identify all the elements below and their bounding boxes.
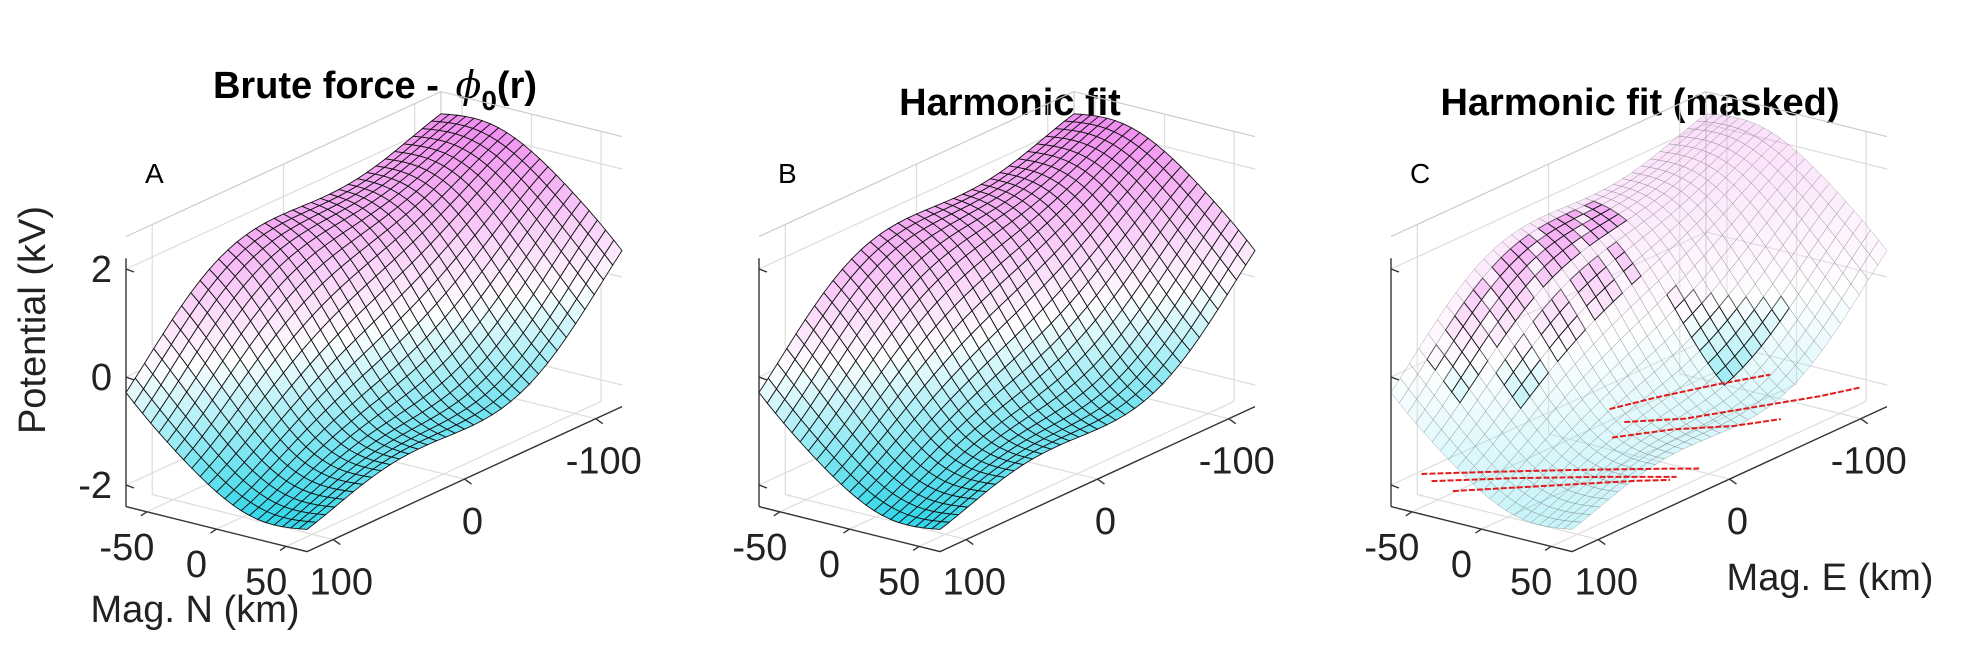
- floor-axes: [758, 405, 1256, 553]
- axes: [758, 258, 1256, 553]
- grid-line: [1550, 400, 1867, 547]
- axes: [1390, 258, 1888, 553]
- grid-line: [285, 400, 602, 547]
- y-tick-label: -50: [1364, 527, 1419, 569]
- x-tick-label: 100: [310, 562, 373, 604]
- tick-labels: 100 0 -100 -50 0 50: [1364, 268, 1907, 604]
- y-tick-label: 0: [1451, 544, 1472, 586]
- surface-plot-1: 100 0 -100 -50 0 50 2 0 -2 Potential (kV) Mag. N (…: [12, 90, 642, 631]
- y-tick-label: 50: [245, 561, 287, 603]
- y-tick-label: -50: [99, 527, 154, 569]
- grid-line: [1411, 366, 1728, 513]
- y-tick-mark: [210, 528, 217, 534]
- surface-cell: [1696, 113, 1715, 122]
- y-tick-mark: [1544, 545, 1552, 551]
- x-tick-mark: [464, 478, 472, 485]
- x-tick-label: 100: [1575, 562, 1638, 604]
- panel-a: Brute force - ϕ0(r) A: [145, 63, 537, 189]
- x-tick-mark: [1097, 478, 1105, 485]
- surface-cell: [1063, 113, 1084, 123]
- x-tick-mark: [1597, 538, 1606, 546]
- potential-surface: [125, 113, 623, 530]
- z-tick-label: 2: [91, 249, 112, 291]
- y-tick-label: 0: [186, 544, 207, 586]
- potential-surface: [1390, 113, 1888, 530]
- surface-cell: [430, 113, 451, 123]
- potential-surface: [758, 113, 1256, 530]
- y-tick-mark: [912, 545, 920, 551]
- x-tick-label: 0: [1095, 501, 1116, 543]
- panel-c-label: C: [1410, 158, 1430, 189]
- measurement-track: [1624, 386, 1861, 424]
- z-tick-mark: [125, 268, 135, 273]
- z-axis-label: Potential (kV): [12, 206, 54, 434]
- x-tick-label: -100: [1199, 441, 1275, 483]
- x-tick-mark: [1729, 478, 1737, 485]
- measurement-track: [1421, 467, 1700, 475]
- z-tick-label: 0: [91, 357, 112, 399]
- y-tick-mark: [773, 511, 781, 517]
- y-tick-mark: [279, 545, 287, 551]
- y-tick-label: 50: [878, 561, 920, 603]
- axes: [125, 258, 623, 553]
- x-tick-label: -100: [1831, 441, 1907, 483]
- measurement-tracks: [1421, 373, 1861, 493]
- panel-c-title: Harmonic fit (masked): [1440, 82, 1839, 124]
- y-tick-label: -50: [732, 527, 787, 569]
- y-axis-label: Mag. N (km): [91, 589, 300, 631]
- tick-labels: 100 0 -100 -50 0 50 2 0 -2: [78, 249, 642, 604]
- y-tick-mark: [843, 528, 850, 534]
- floor-axes: [125, 405, 623, 553]
- x-tick-mark: [965, 538, 974, 546]
- z-tick-mark: [125, 484, 135, 489]
- x-tick-mark: [1228, 418, 1237, 425]
- y-tick-label: 0: [819, 544, 840, 586]
- x-tick-label: 0: [1727, 501, 1748, 543]
- z-tick-mark: [758, 268, 768, 273]
- y-tick-mark: [1405, 511, 1413, 517]
- x-tick-label: 0: [462, 501, 483, 543]
- measurement-track: [1609, 373, 1771, 411]
- z-tick-mark: [758, 376, 768, 381]
- panel-b-label: B: [778, 158, 797, 189]
- y-tick-mark: [140, 511, 148, 517]
- surface-plot-3: 100 0 -100 -50 0 50 Mag. E (km): [1364, 90, 1934, 604]
- tick-labels: 100 0 -100 -50 0 50: [732, 268, 1275, 604]
- x-axis-label: Mag. E (km): [1727, 557, 1934, 599]
- z-tick-mark: [1390, 268, 1400, 273]
- surface-plot-2: 100 0 -100 -50 0 50: [732, 90, 1275, 604]
- panel-a-title: Brute force - ϕ0(r): [213, 63, 537, 116]
- x-tick-mark: [595, 418, 604, 425]
- measurement-track: [1452, 478, 1671, 493]
- x-tick-mark: [332, 538, 341, 546]
- z-tick-mark: [1390, 484, 1400, 489]
- x-tick-label: 100: [943, 562, 1006, 604]
- measurement-track: [1431, 475, 1677, 483]
- y-tick-mark: [1475, 528, 1482, 534]
- panel-a-label: A: [145, 158, 164, 189]
- z-tick-mark: [125, 376, 135, 381]
- z-tick-mark: [1390, 376, 1400, 381]
- grid-line: [918, 400, 1235, 547]
- measurement-track: [1611, 418, 1781, 439]
- x-tick-label: -100: [566, 441, 642, 483]
- z-tick-mark: [758, 484, 768, 489]
- floor-axes: [1390, 405, 1888, 553]
- y-tick-label: 50: [1510, 561, 1552, 603]
- z-tick-label: -2: [78, 465, 112, 507]
- panel-c: Harmonic fit (masked) C: [1410, 82, 1840, 189]
- x-tick-mark: [1860, 418, 1869, 425]
